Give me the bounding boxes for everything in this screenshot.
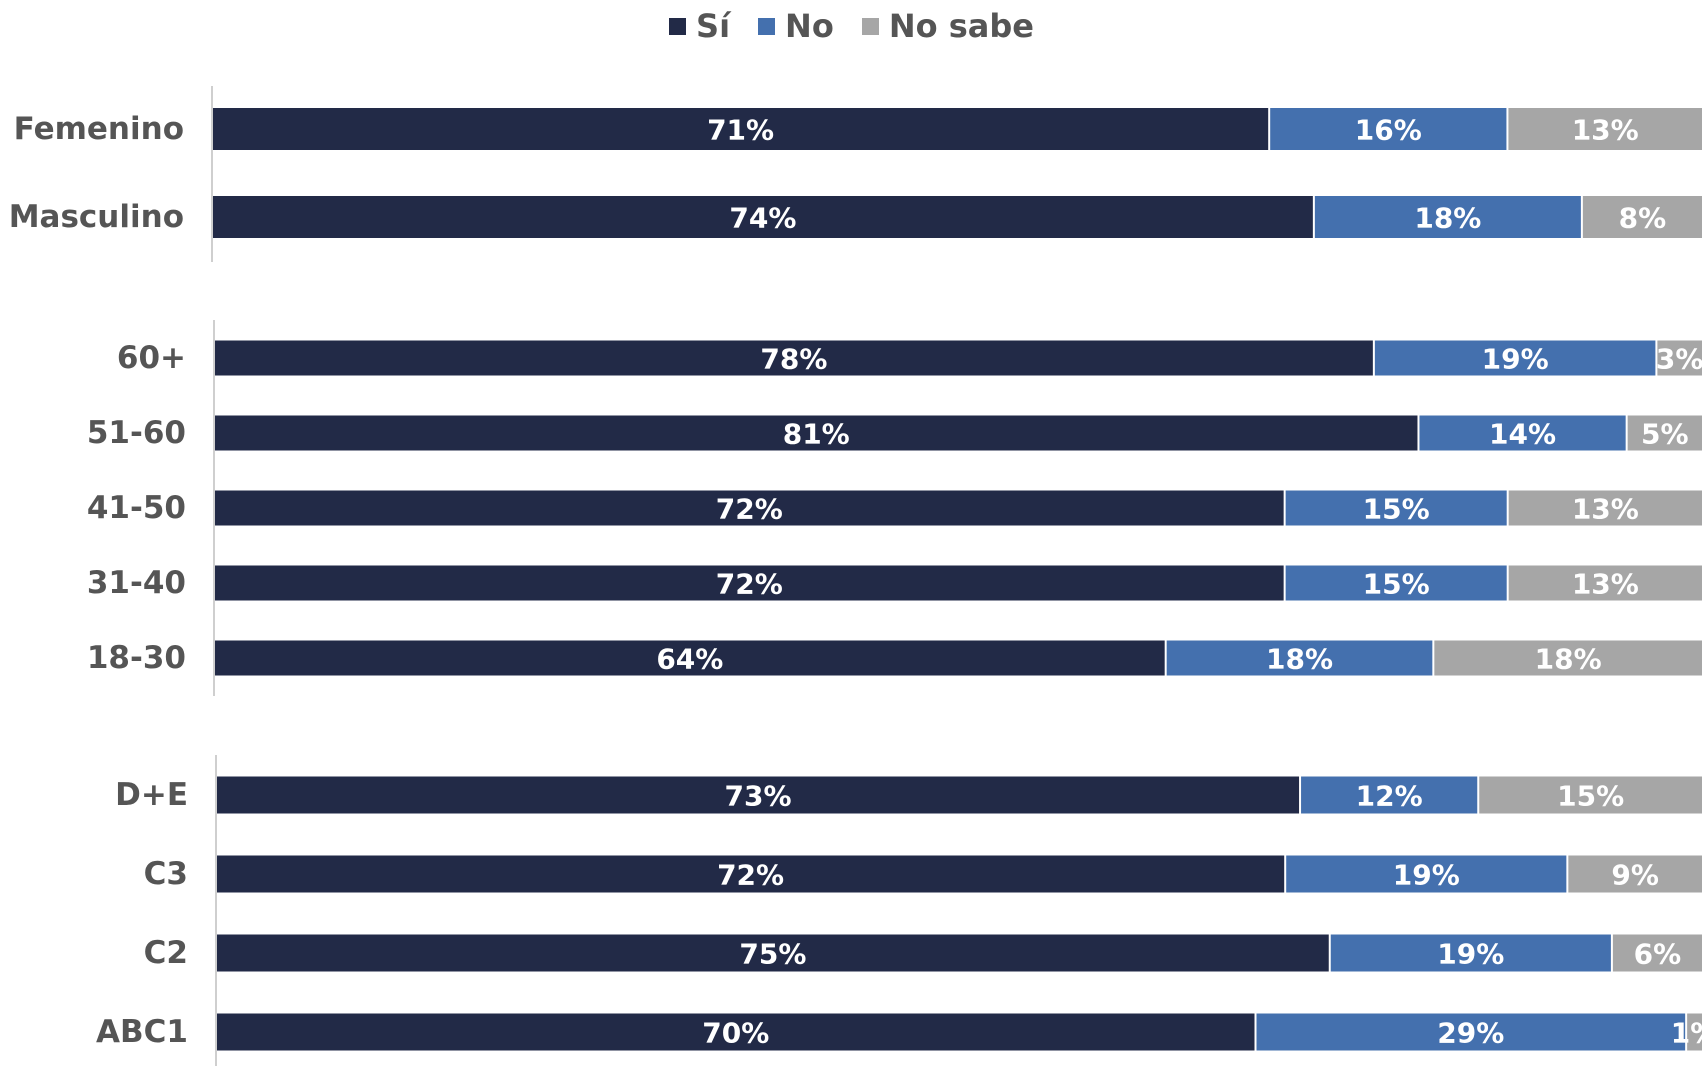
bar-segment [1285, 490, 1507, 526]
data-label: 18% [1266, 643, 1333, 676]
category-label-18-30: 18-30 [87, 640, 186, 676]
data-label: 6% [1634, 938, 1682, 971]
bar-segment [1374, 340, 1656, 376]
bar-segment [1256, 1013, 1686, 1051]
data-label: 8% [1619, 202, 1667, 235]
bar-segment [215, 340, 1373, 376]
legend-item-no-sabe: No sabe [861, 7, 1034, 45]
bar-segment [1479, 776, 1702, 814]
data-label: 15% [1363, 568, 1430, 601]
data-label: 70% [702, 1017, 769, 1050]
bar-segment [1508, 490, 1702, 526]
legend-label-no-sabe: No sabe [888, 7, 1034, 45]
bar-segment [215, 415, 1418, 451]
bar-segment [1582, 196, 1702, 238]
data-label: 3% [1656, 343, 1703, 376]
category-label-60-: 60+ [117, 340, 186, 376]
bar-segment [213, 108, 1269, 150]
data-label: 5% [1641, 418, 1689, 451]
bar-segment [1419, 415, 1626, 451]
category-label-masculino: Masculino [9, 199, 184, 235]
data-label: 64% [656, 643, 723, 676]
data-label: 1% [1671, 1017, 1703, 1050]
data-label: 72% [716, 493, 783, 526]
legend-item-no: No [758, 7, 834, 45]
category-label-51-60: 51-60 [87, 415, 186, 451]
bar-segment [1508, 565, 1702, 601]
data-label: 15% [1557, 780, 1624, 813]
bar-segment [213, 196, 1313, 238]
bar-segment [217, 1013, 1255, 1051]
legend-swatch-si [669, 17, 687, 35]
category-label-41-50: 41-50 [87, 490, 186, 526]
data-label: 71% [707, 114, 774, 147]
bar-segment [1166, 640, 1433, 676]
data-label: 73% [725, 780, 792, 813]
data-label: 29% [1437, 1017, 1504, 1050]
bar-segment [1627, 415, 1702, 451]
data-label: 13% [1572, 568, 1639, 601]
legend-label-si: Sí [696, 7, 731, 45]
bar-segment [1286, 855, 1567, 893]
bar-segment [1285, 565, 1507, 601]
category-label-d-e: D+E [115, 777, 188, 813]
data-label: 9% [1611, 859, 1659, 892]
bar-segment [1657, 340, 1702, 376]
bar-segment [1330, 934, 1611, 972]
data-label: 75% [739, 938, 806, 971]
legend-swatch-no-sabe [861, 17, 879, 35]
category-label-31-40: 31-40 [87, 565, 186, 601]
category-label-c2: C2 [144, 935, 188, 971]
data-label: 13% [1572, 493, 1639, 526]
data-label: 18% [1414, 202, 1481, 235]
data-label: 81% [783, 418, 850, 451]
bar-segment [1612, 934, 1702, 972]
bar-segment [1508, 108, 1702, 150]
bar-segment [217, 934, 1329, 972]
bar-segment [217, 776, 1300, 814]
legend: Sí No No sabe [0, 2, 1703, 50]
data-label: 12% [1356, 780, 1423, 813]
bar-segment [215, 565, 1284, 601]
data-label: 13% [1572, 114, 1639, 147]
legend-label-no: No [785, 7, 834, 45]
category-label-femenino: Femenino [14, 111, 184, 147]
category-label-c3: C3 [144, 856, 188, 892]
bar-segment [215, 640, 1165, 676]
bar-segment [1568, 855, 1702, 893]
bar-segment [1434, 640, 1702, 676]
bar-segment [1314, 196, 1581, 238]
bar-segment [1301, 776, 1478, 814]
data-label: 74% [729, 202, 796, 235]
data-label: 19% [1393, 859, 1460, 892]
category-label-abc1: ABC1 [96, 1014, 188, 1050]
data-label: 78% [760, 343, 827, 376]
data-label: 15% [1363, 493, 1430, 526]
data-label: 14% [1489, 418, 1556, 451]
data-label: 18% [1535, 643, 1602, 676]
bar-segment [1687, 1013, 1702, 1051]
legend-swatch-no [758, 17, 776, 35]
data-label: 72% [716, 568, 783, 601]
bar-segment [217, 855, 1285, 893]
legend-item-si: Sí [669, 7, 730, 45]
data-label: 19% [1437, 938, 1504, 971]
bar-segment [215, 490, 1284, 526]
data-label: 19% [1482, 343, 1549, 376]
data-label: 72% [717, 859, 784, 892]
bar-segment [1270, 108, 1507, 150]
data-label: 16% [1355, 114, 1422, 147]
